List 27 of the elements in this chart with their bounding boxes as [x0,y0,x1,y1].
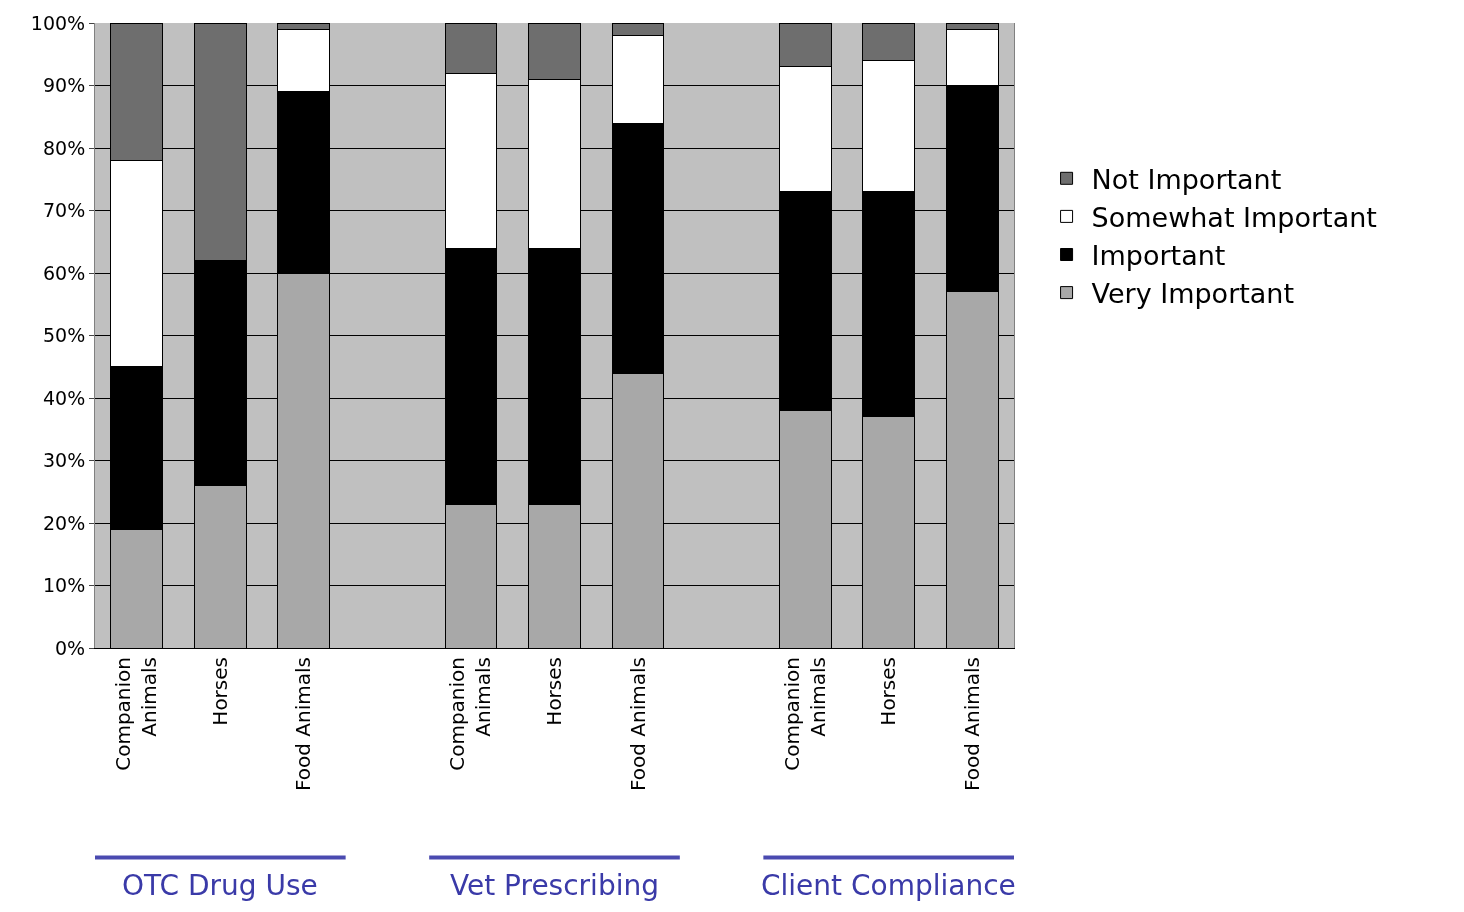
x-tick-label: Companion Animals [779,657,830,771]
y-tick-label: 80% [42,136,86,159]
y-tick-label: 70% [42,199,86,222]
legend-label: Important [1091,240,1226,272]
text: Client Compliance [761,869,1016,902]
y-tick-label: 50% [42,324,86,347]
y-tick-label: 90% [42,74,86,97]
x-tick-label: Food Animals [625,657,650,791]
x-tick-label: Horses [542,657,566,726]
legend-label: Somewhat Important [1091,201,1377,233]
x-tick-label: Food Animals [291,657,316,791]
x-tick-label: Companion Animals [445,657,496,771]
y-tick-label: 0% [55,636,86,659]
x-tick-label: Companion Animals [111,657,162,771]
y-tick-label: 60% [42,261,86,284]
y-tick-label: 10% [42,574,86,597]
text: Vet Prescribing [450,869,659,902]
x-tick-label: Food Animals [959,657,984,791]
x-tick-label: Horses [207,657,232,726]
legend-label: Very Important [1091,278,1295,310]
legend-label: Not Important [1091,163,1282,195]
y-tick-label: 20% [42,511,86,534]
y-tick-label: 30% [42,449,86,472]
text: OTC Drug Use [122,869,318,902]
x-tick-label: Horses [876,657,901,726]
y-tick-label: 40% [42,386,86,409]
y-tick-label: 100% [30,11,86,34]
